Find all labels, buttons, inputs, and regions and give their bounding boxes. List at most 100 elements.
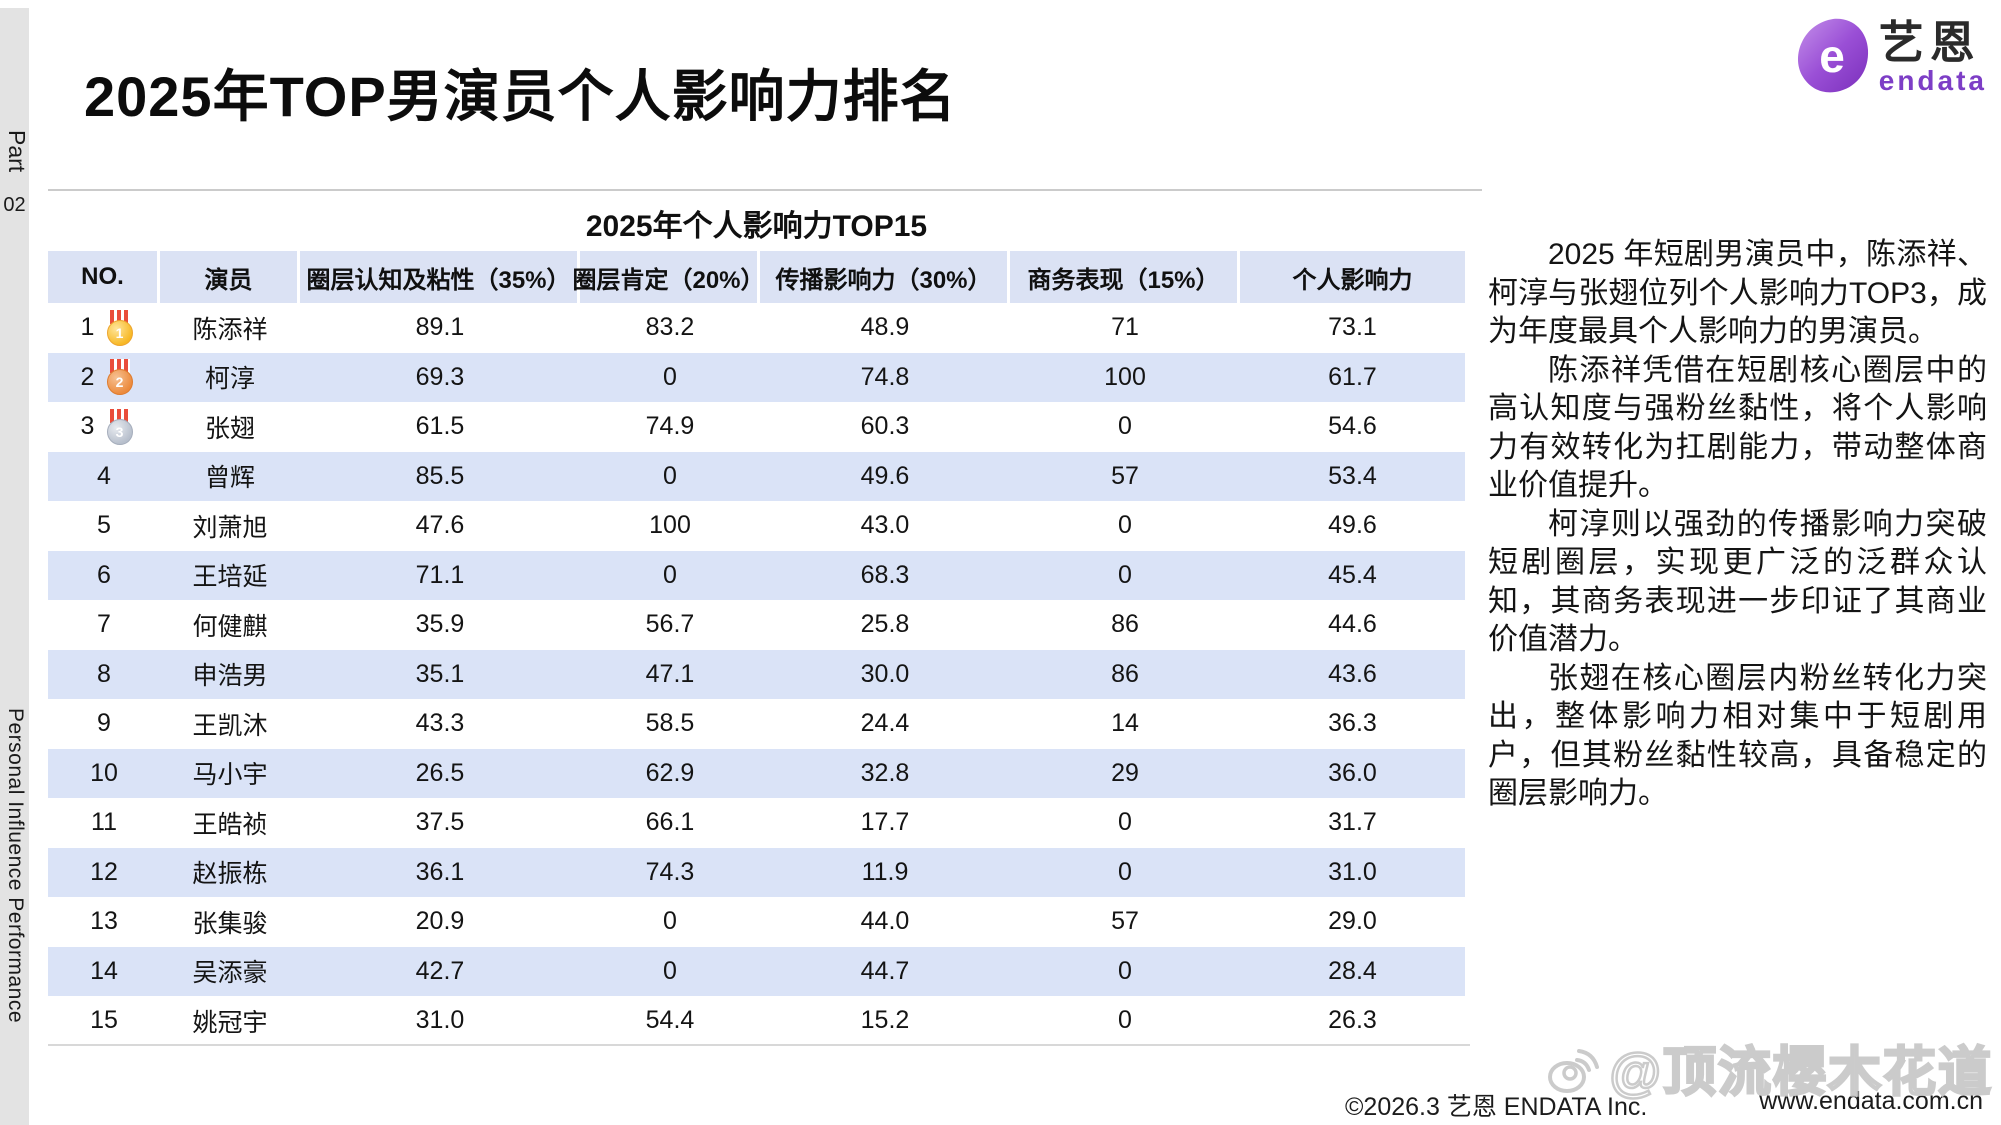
score-cell: 0 (1118, 511, 1132, 540)
score-cell: 61.5 (415, 412, 465, 441)
sidebar-section-title: Personal Influence Performance (4, 708, 27, 1023)
score-cell: 71 (1111, 313, 1139, 342)
table-row: 8 申浩男 35.1 47.1 30.0 86 43.6 (48, 649, 1465, 699)
page-title: 2025年TOP男演员个人影响力排名 (84, 65, 957, 128)
rank-number: 13 (90, 907, 118, 936)
website-text: www.endata.com.cn (1759, 1087, 1983, 1115)
score-cell: 30.0 (760, 649, 1010, 699)
score-cell: 0 (1010, 550, 1240, 600)
medal-disc: 2 (106, 369, 133, 396)
column-header-3: 圈层肯定（20%） (572, 251, 765, 303)
score-cell: 0 (580, 946, 760, 996)
rank-number: 11 (91, 808, 117, 837)
score-cell: 48.9 (860, 313, 910, 342)
analysis-paragraph: 2025 年短剧男演员中，陈添祥、柯淳与张翅位列个人影响力TOP3，成为年度最具… (1488, 238, 1987, 348)
rank-cell: 12 (48, 847, 160, 897)
actor-name: 张翅 (204, 414, 255, 443)
actor-name: 刘萧旭 (192, 513, 268, 542)
score-cell: 43.6 (1240, 649, 1465, 699)
actor-name: 赵振栋 (160, 847, 300, 897)
table-row: 6 王培延 71.1 0 68.3 0 45.4 (48, 550, 1465, 600)
score-cell: 54.6 (1328, 412, 1377, 441)
rank-cell: 10 (48, 748, 160, 798)
actor-name: 柯淳 (160, 352, 300, 402)
medal-rank-3-icon: 3 (106, 408, 133, 445)
rank-number: 5 (97, 511, 111, 540)
score-cell: 32.8 (760, 748, 1010, 798)
score-cell: 0 (663, 907, 677, 936)
rank-cell: 9 (48, 699, 160, 749)
table-row: 2 2 柯淳 69.3 0 74.8 100 61.7 (48, 352, 1465, 402)
logo-en-text: endata (1878, 65, 1987, 97)
actor-name: 张集骏 (192, 909, 268, 938)
table-row: 9 王凯沐 43.3 58.5 24.4 14 36.3 (48, 699, 1465, 749)
medal-rank-2-icon: 2 (106, 359, 133, 396)
column-header-4: 传播影响力（30%） (760, 251, 1010, 303)
table-row: 14 吴添豪 42.7 0 44.7 0 28.4 (48, 946, 1465, 996)
score-cell: 0 (1118, 1006, 1132, 1035)
score-cell: 0 (580, 550, 760, 600)
rank-number: 4 (97, 461, 111, 490)
score-cell: 53.4 (1240, 451, 1465, 501)
column-header-2: 圈层认知及粘性（35%） (300, 251, 580, 303)
table-row: 10 马小宇 26.5 62.9 32.8 29 36.0 (48, 748, 1465, 798)
column-header-0: NO. (48, 251, 160, 303)
score-cell: 74.3 (580, 847, 760, 897)
score-cell: 54.4 (645, 1006, 695, 1035)
score-cell: 49.6 (1328, 511, 1377, 540)
actor-name: 何健麒 (192, 612, 268, 641)
actor-name: 申浩男 (160, 649, 300, 699)
score-cell: 17.7 (860, 808, 910, 837)
score-cell: 0 (1118, 412, 1132, 441)
actor-name: 吴添豪 (160, 946, 300, 996)
medal-rank-1-icon: 1 (106, 309, 133, 346)
score-cell: 0 (580, 451, 760, 501)
table-row: 7 何健麒 35.9 56.7 25.8 86 44.6 (48, 600, 1465, 650)
score-cell: 47.1 (580, 649, 760, 699)
rank-cell: 8 (48, 649, 160, 699)
analysis-paragraph: 张翅在核心圈层内粉丝转化力突出，整体影响力相对集中于短剧用户，但其粉丝黏性较高，… (1488, 661, 1987, 811)
column-header-5: 商务表现（15%） (1010, 251, 1240, 303)
logo-text: 艺恩 endata (1879, 19, 1987, 95)
rank-cell: 5 (48, 501, 160, 551)
actor-name: 王培延 (160, 550, 300, 600)
score-cell: 24.4 (860, 709, 910, 738)
score-cell: 86 (1010, 649, 1240, 699)
score-cell: 20.9 (415, 907, 465, 936)
table-bottom-divider (48, 1044, 1470, 1046)
title-divider (48, 189, 1482, 191)
score-cell: 43.0 (860, 511, 910, 540)
score-cell: 11.9 (760, 847, 1010, 897)
score-cell: 25.8 (860, 610, 910, 639)
actor-name: 姚冠宇 (192, 1008, 268, 1037)
table-row: 15 姚冠宇 31.0 54.4 15.2 0 26.3 (48, 996, 1465, 1046)
part-label: Part (4, 130, 30, 173)
table-row: 4 曾辉 85.5 0 49.6 57 53.4 (48, 451, 1465, 501)
rank-number: 1 (80, 313, 95, 342)
score-cell: 44.0 (860, 907, 910, 936)
score-cell: 36.3 (1328, 709, 1377, 738)
medal-disc: 1 (106, 319, 133, 346)
score-cell: 44.7 (760, 946, 1010, 996)
rank-cell: 15 (48, 996, 160, 1046)
svg-text:e: e (1819, 30, 1845, 82)
score-cell: 45.4 (1240, 550, 1465, 600)
column-header-1: 演员 (160, 251, 300, 303)
table-row: 1 1 陈添祥 89.1 83.2 48.9 71 73.1 (48, 303, 1465, 353)
table-row: 11 王皓祯 37.5 66.1 17.7 0 31.7 (48, 798, 1465, 848)
table-body: 1 1 陈添祥 89.1 83.2 48.9 71 73.1 2 2 柯淳 69.3 0 74.8 100 6… (48, 303, 1465, 1046)
rank-number: 14 (90, 956, 118, 985)
table-title: 2025年个人影响力TOP15 (585, 210, 928, 243)
analysis-paragraph: 陈添祥凭借在短剧核心圈层中的高认知度与强粉丝黏性，将个人影响力有效转化为扛剧能力… (1488, 353, 1987, 503)
score-cell: 14 (1111, 709, 1139, 738)
score-cell: 57 (1111, 907, 1139, 936)
endata-logo-icon: e (1797, 18, 1868, 93)
left-sidebar: Part 02 Personal Influence Performance (0, 8, 30, 1125)
score-cell: 44.6 (1328, 610, 1377, 639)
rank-number: 2 (80, 362, 95, 391)
rank-number: 10 (90, 758, 118, 787)
score-cell: 29.0 (1328, 907, 1377, 936)
